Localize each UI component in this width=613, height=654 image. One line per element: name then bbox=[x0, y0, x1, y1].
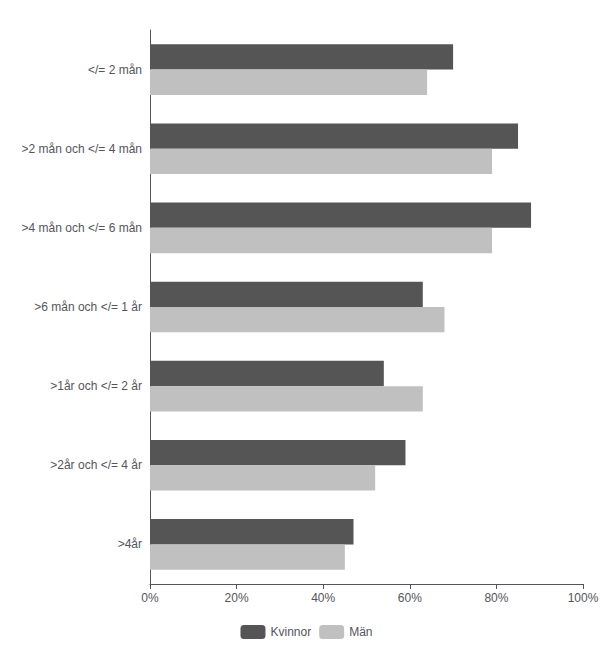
svg-text:60%: 60% bbox=[398, 591, 422, 605]
svg-text:>6 mån och </= 1 år: >6 mån och </= 1 år bbox=[34, 300, 142, 314]
svg-text:Män: Män bbox=[349, 625, 372, 639]
svg-text:80%: 80% bbox=[484, 591, 508, 605]
svg-text:>4år: >4år bbox=[118, 537, 142, 551]
svg-text:>4 mån och </= 6 mån: >4 mån och </= 6 mån bbox=[22, 221, 142, 235]
svg-text:40%: 40% bbox=[311, 591, 335, 605]
svg-text:</= 2 mån: </= 2 mån bbox=[88, 63, 142, 77]
svg-text:>2år och </= 4 år: >2år och </= 4 år bbox=[50, 458, 142, 472]
svg-text:100%: 100% bbox=[568, 591, 599, 605]
svg-text:>2 mån och </= 4 mån: >2 mån och </= 4 mån bbox=[22, 142, 142, 156]
svg-text:20%: 20% bbox=[225, 591, 249, 605]
svg-text:0%: 0% bbox=[141, 591, 159, 605]
svg-text:>1år och </= 2 år: >1år och </= 2 år bbox=[50, 379, 142, 393]
svg-text:Kvinnor: Kvinnor bbox=[270, 625, 311, 639]
